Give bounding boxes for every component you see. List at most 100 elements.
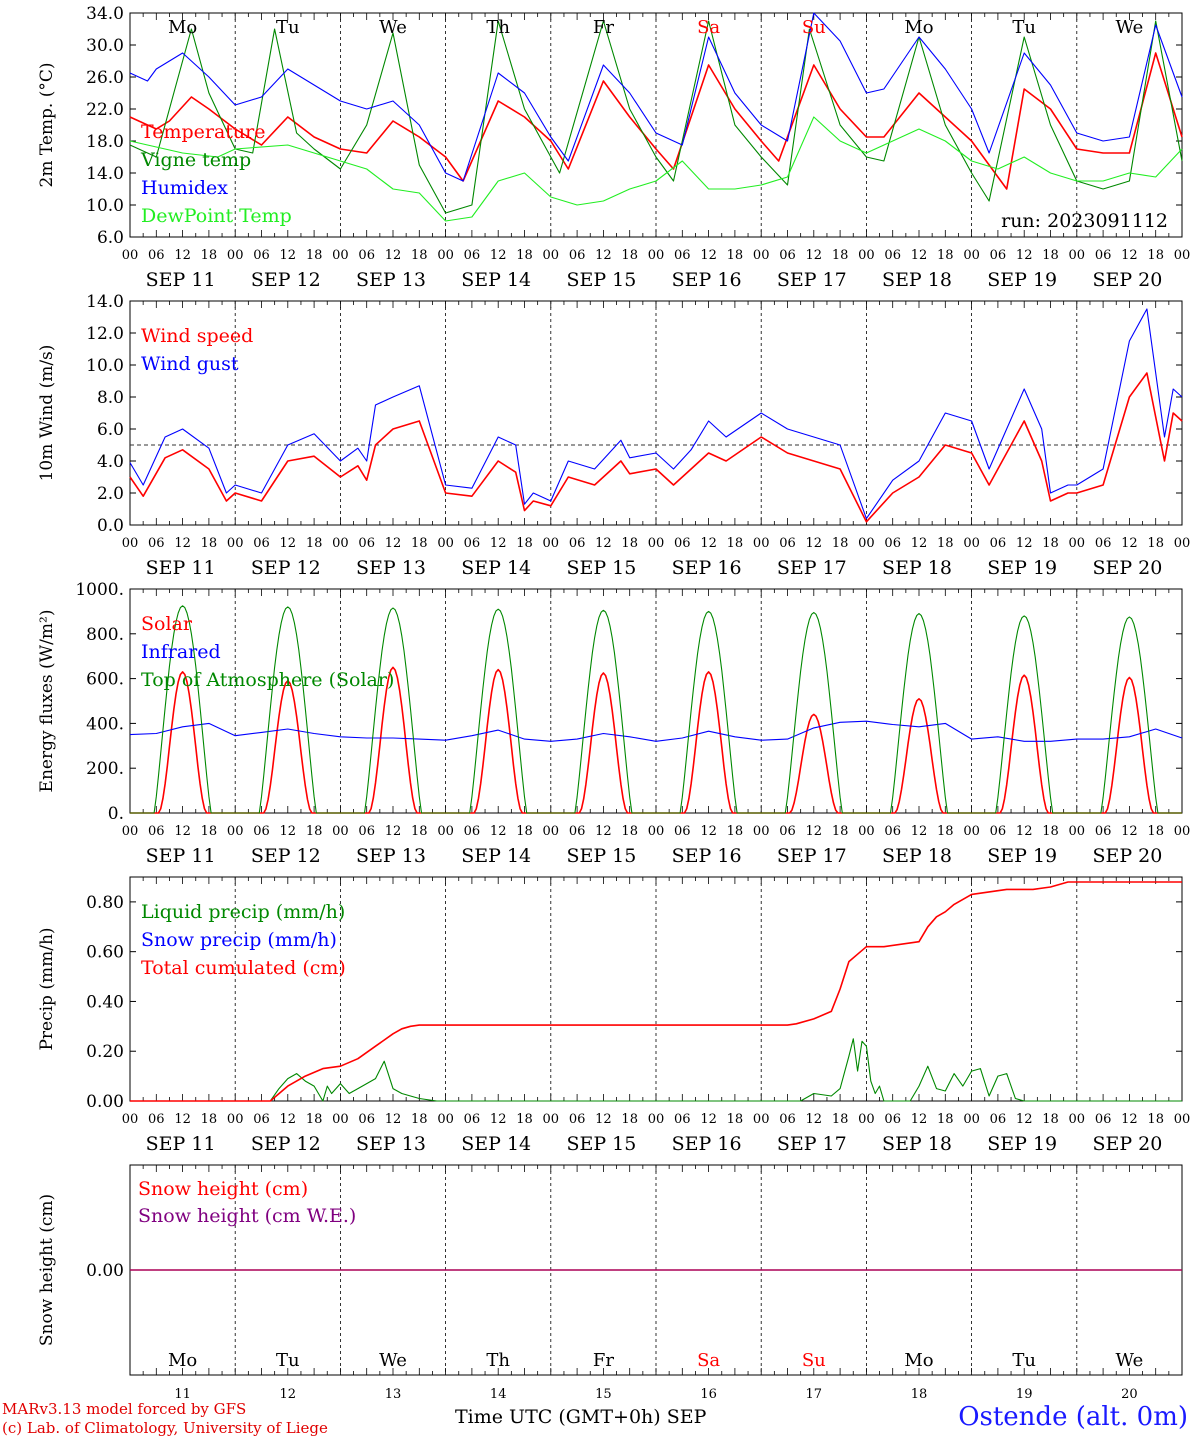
y-tick-label: 14.0	[86, 164, 124, 184]
day-number: 14	[490, 1387, 507, 1402]
hour-label: 18	[727, 1112, 744, 1127]
hour-label: 00	[332, 1112, 349, 1127]
hour-label: 06	[358, 248, 375, 263]
day-number: 15	[595, 1387, 612, 1402]
hour-label: 06	[358, 824, 375, 839]
hour-label: 18	[516, 1112, 533, 1127]
hour-label: 06	[674, 536, 691, 551]
hour-label: 18	[621, 248, 638, 263]
hour-label: 00	[858, 536, 875, 551]
weekday-label-top: Su	[802, 17, 826, 38]
date-label: SEP 19	[987, 557, 1057, 579]
hour-label: 06	[1095, 248, 1112, 263]
weekday-label-bottom: Th	[486, 1350, 510, 1371]
day-number: 18	[911, 1387, 928, 1402]
hour-label: 18	[832, 824, 849, 839]
date-label: SEP 16	[672, 557, 742, 579]
date-label: SEP 14	[461, 1133, 531, 1155]
day-number: 16	[700, 1387, 717, 1402]
date-label: SEP 18	[882, 269, 952, 291]
hour-label: 18	[621, 824, 638, 839]
hour-label: 00	[122, 1112, 139, 1127]
hour-label: 00	[437, 248, 454, 263]
hour-label: 00	[1069, 824, 1086, 839]
date-label: SEP 15	[566, 1133, 636, 1155]
date-label: SEP 14	[461, 845, 531, 867]
hour-label: 06	[884, 248, 901, 263]
y-tick-label: 0.00	[86, 1092, 124, 1112]
series-liquid-precip-mm-h-	[130, 1038, 1182, 1102]
hour-label: 12	[595, 248, 612, 263]
hour-label: 12	[1121, 536, 1138, 551]
hour-label: 00	[648, 1112, 665, 1127]
hour-label: 18	[306, 536, 323, 551]
day-number: 11	[174, 1387, 191, 1402]
hour-label: 18	[411, 824, 428, 839]
hour-label: 06	[674, 248, 691, 263]
hour-label: 18	[727, 536, 744, 551]
hour-label: 00	[332, 248, 349, 263]
hour-label: 18	[937, 824, 954, 839]
hour-label: 12	[174, 248, 191, 263]
y-tick-label: 0.00	[86, 1261, 124, 1281]
hour-label: 18	[1147, 248, 1164, 263]
hour-label: 00	[543, 1112, 560, 1127]
legend-entry: Wind gust	[141, 353, 239, 375]
weekday-label-top: We	[1116, 17, 1144, 38]
weekday-label-bottom: We	[1116, 1350, 1144, 1371]
hour-label: 12	[490, 1112, 507, 1127]
hour-label: 06	[884, 536, 901, 551]
hour-label: 00	[122, 536, 139, 551]
hour-label: 12	[385, 248, 402, 263]
y-tick-label: 34.0	[86, 4, 124, 24]
hour-label: 12	[1016, 536, 1033, 551]
weekday-label-top: Mo	[168, 17, 197, 38]
hour-label: 06	[674, 824, 691, 839]
legend-entry: Temperature	[141, 121, 265, 143]
date-label: SEP 13	[356, 1133, 426, 1155]
legend-entry: Liquid precip (mm/h)	[141, 901, 345, 923]
hour-label: 18	[937, 536, 954, 551]
hour-label: 12	[280, 824, 297, 839]
y-tick-label: 0.60	[86, 943, 124, 963]
date-label: SEP 17	[777, 557, 847, 579]
hour-label: 18	[411, 1112, 428, 1127]
panel-frame-temp	[129, 12, 1183, 238]
hour-label: 12	[1121, 248, 1138, 263]
hour-label: 18	[832, 248, 849, 263]
run-label: run: 2023091112	[1001, 210, 1168, 232]
date-label: SEP 12	[251, 845, 321, 867]
hour-label: 12	[700, 248, 717, 263]
hour-label: 12	[806, 824, 823, 839]
hour-label: 12	[595, 1112, 612, 1127]
hour-label: 12	[806, 1112, 823, 1127]
legend-entry: Snow height (cm)	[138, 1178, 308, 1200]
weekday-label-bottom: Mo	[168, 1350, 197, 1371]
hour-label: 06	[148, 1112, 165, 1127]
legend-entry: Snow precip (mm/h)	[141, 929, 337, 951]
date-label: SEP 20	[1092, 845, 1162, 867]
y-tick-label: 14.0	[86, 292, 124, 312]
hour-label: 06	[779, 1112, 796, 1127]
date-label: SEP 13	[356, 845, 426, 867]
hour-label: 06	[464, 248, 481, 263]
date-label: SEP 17	[777, 1133, 847, 1155]
hour-label: 12	[700, 536, 717, 551]
y-tick-label: 200.	[86, 759, 124, 779]
hour-label: 00	[122, 824, 139, 839]
hour-label: 06	[990, 248, 1007, 263]
date-label: SEP 14	[461, 557, 531, 579]
lab-credit: (c) Lab. of Climatology, University of L…	[2, 1419, 328, 1437]
weekday-label-bottom: Sa	[697, 1350, 720, 1371]
hour-label: 12	[911, 536, 928, 551]
weekday-label-top: Mo	[904, 17, 933, 38]
hour-label: 12	[174, 536, 191, 551]
day-number: 12	[280, 1387, 297, 1402]
x-axis-title: Time UTC (GMT+0h) SEP	[455, 1406, 707, 1428]
hour-label: 12	[595, 536, 612, 551]
hour-label: 12	[806, 536, 823, 551]
hour-label: 00	[963, 536, 980, 551]
hour-label: 12	[1016, 1112, 1033, 1127]
hour-label: 18	[832, 536, 849, 551]
hour-label: 06	[990, 536, 1007, 551]
